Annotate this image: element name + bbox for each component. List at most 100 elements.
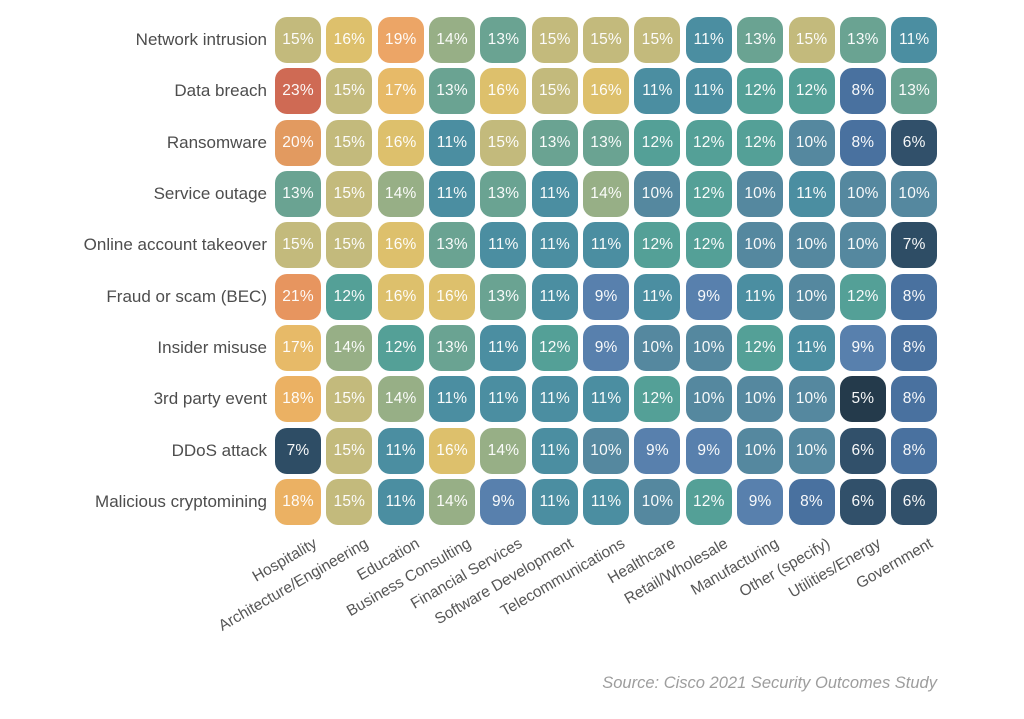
heatmap-cell: 10% (685, 325, 732, 372)
heatmap-cell: 11% (480, 376, 527, 423)
y-axis-label: Data breach (174, 81, 267, 101)
heatmap-cell: 13% (891, 68, 938, 115)
heatmap-cell: 8% (891, 325, 938, 372)
heatmap-cell: 13% (429, 222, 476, 269)
heatmap-cell: 13% (531, 119, 578, 166)
heatmap-cell: 7% (275, 427, 321, 474)
heatmap-cell: 11% (480, 325, 527, 372)
heatmap-cell: 10% (737, 222, 784, 269)
heatmap-cell: 9% (685, 273, 732, 320)
heatmap-cell: 6% (839, 479, 886, 526)
y-axis-label: Service outage (153, 184, 267, 204)
heatmap-cell: 9% (480, 479, 527, 526)
heatmap-cell: 11% (891, 17, 938, 63)
heatmap-cell: 14% (429, 17, 476, 63)
heatmap-cell: 18% (275, 376, 321, 423)
heatmap-cell: 9% (737, 479, 784, 526)
heatmap-cell: 16% (480, 68, 527, 115)
heatmap-cell: 8% (839, 68, 886, 115)
heatmap-cell: 11% (788, 325, 835, 372)
heatmap-cell: 8% (839, 119, 886, 166)
heatmap-cell: 19% (377, 17, 424, 63)
heatmap-cell: 11% (583, 222, 630, 269)
heatmap-cell: 12% (737, 119, 784, 166)
heatmap-cell: 16% (377, 273, 424, 320)
heatmap-cell: 16% (583, 68, 630, 115)
y-axis-label: Network intrusion (135, 30, 267, 49)
heatmap-cell: 23% (275, 68, 321, 115)
heatmap-cell: 15% (275, 222, 321, 269)
heatmap-cell: 15% (326, 171, 373, 218)
heatmap-cell: 12% (685, 119, 732, 166)
heatmap-cell: 10% (788, 222, 835, 269)
heatmap-cell: 14% (377, 376, 424, 423)
heatmap-cell: 15% (326, 427, 373, 474)
heatmap-cell: 9% (685, 427, 732, 474)
heatmap-cell: 6% (839, 427, 886, 474)
heatmap-cell: 8% (891, 427, 938, 474)
heatmap-cell: 8% (891, 376, 938, 423)
heatmap-cell: 12% (685, 171, 732, 218)
heatmap-cell: 16% (429, 427, 476, 474)
heatmap-cell: 13% (275, 171, 321, 218)
heatmap-cell: 15% (788, 17, 835, 63)
heatmap-cell: 12% (685, 479, 732, 526)
heatmap-cell: 12% (377, 325, 424, 372)
heatmap-cell: 11% (531, 376, 578, 423)
heatmap-cell: 15% (531, 17, 578, 63)
heatmap-cell: 9% (583, 273, 630, 320)
heatmap-cell: 15% (531, 68, 578, 115)
heatmap-cell: 10% (788, 376, 835, 423)
heatmap-cell: 17% (275, 325, 321, 372)
heatmap-cell: 12% (634, 222, 681, 269)
heatmap-cell: 11% (429, 119, 476, 166)
heatmap-cell: 14% (377, 171, 424, 218)
heatmap-cell: 12% (788, 68, 835, 115)
heatmap-cell: 14% (429, 479, 476, 526)
heatmap-cell: 11% (531, 273, 578, 320)
heatmap-cell: 11% (634, 273, 681, 320)
heatmap-cell: 17% (377, 68, 424, 115)
heatmap-cell: 11% (788, 171, 835, 218)
heatmap-cell: 12% (634, 119, 681, 166)
source-caption: Source: Cisco 2021 Security Outcomes Stu… (602, 674, 937, 692)
heatmap-cell: 10% (839, 171, 886, 218)
heatmap-cell: 6% (891, 119, 938, 166)
heatmap-cell: 13% (839, 17, 886, 63)
heatmap-cell: 10% (891, 171, 938, 218)
heatmap-cell: 10% (737, 171, 784, 218)
heatmap-cell: 13% (429, 68, 476, 115)
y-axis-label: DDoS attack (171, 440, 267, 460)
heatmap-cell: 16% (377, 119, 424, 166)
y-axis-labels: Network intrusion Data breach Ransomware Se… (0, 17, 267, 526)
heatmap-cell: 7% (891, 222, 938, 269)
heatmap-cell: 11% (685, 17, 732, 63)
heatmap-cell: 16% (326, 17, 373, 63)
heatmap-cell: 11% (531, 171, 578, 218)
y-axis-label: 3rd party event (153, 389, 267, 409)
heatmap-cell: 15% (326, 68, 373, 115)
heatmap-cell: 15% (634, 17, 681, 63)
heatmap-cell: 21% (275, 273, 321, 320)
heatmap-cell: 16% (377, 222, 424, 269)
heatmap-cell: 15% (326, 479, 373, 526)
heatmap-cell: 13% (480, 171, 527, 218)
heatmap-cell: 5% (839, 376, 886, 423)
heatmap-cell: 12% (531, 325, 578, 372)
heatmap-cell: 9% (634, 427, 681, 474)
heatmap-cell: 11% (377, 479, 424, 526)
heatmap-cell: 10% (788, 119, 835, 166)
heatmap-cell: 10% (583, 427, 630, 474)
heatmap-cell: 12% (839, 273, 886, 320)
heatmap-cell: 11% (429, 376, 476, 423)
heatmap-cell: 13% (480, 273, 527, 320)
heatmap-cell: 20% (275, 119, 321, 166)
heatmap-cell: 10% (788, 273, 835, 320)
heatmap-cell: 11% (377, 427, 424, 474)
heatmap-cell: 10% (737, 427, 784, 474)
heatmap-cell: 11% (429, 171, 476, 218)
x-axis-labels: Hospitality Architecture/Engineering Educa… (0, 535, 1024, 665)
heatmap-cell: 15% (480, 119, 527, 166)
y-axis-label: Insider misuse (157, 338, 267, 358)
